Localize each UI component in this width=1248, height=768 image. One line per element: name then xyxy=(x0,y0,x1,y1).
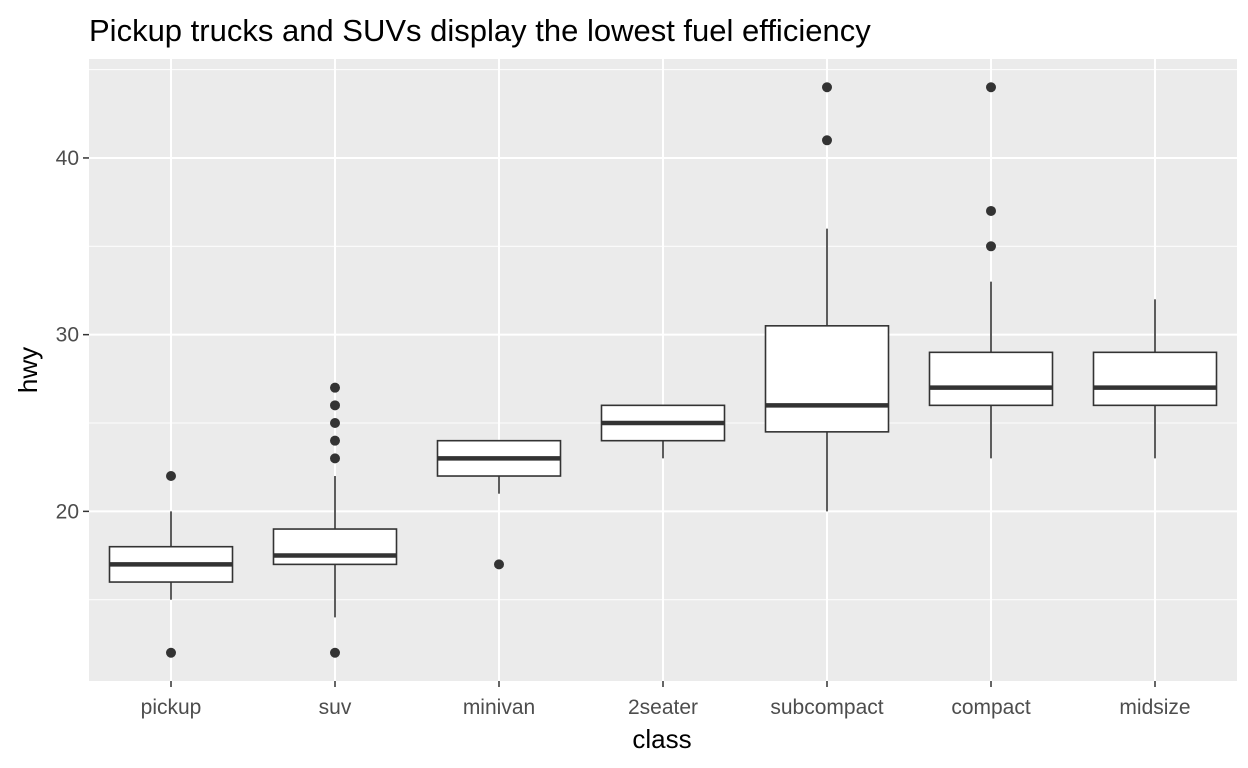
outlier-point xyxy=(330,382,340,393)
x-tick-label: pickup xyxy=(141,696,202,719)
box-minivan xyxy=(436,439,562,570)
outlier-point xyxy=(166,647,176,658)
x-tick-label: midsize xyxy=(1119,696,1190,719)
box-iqr xyxy=(1092,351,1218,407)
x-tick-label: subcompact xyxy=(770,696,883,719)
outlier-point xyxy=(986,82,996,93)
box-suv xyxy=(272,382,398,658)
x-axis: pickup suv minivan 2seater subcompact compact… xyxy=(141,681,1191,719)
box-iqr xyxy=(764,325,890,433)
box-midsize xyxy=(1092,299,1218,459)
outlier-point xyxy=(330,647,340,658)
y-axis-title: hwy xyxy=(13,347,43,393)
y-tick-label: 40 xyxy=(56,147,79,170)
x-tick-label: 2seater xyxy=(628,696,698,719)
box-iqr xyxy=(928,351,1054,407)
x-axis-title: class xyxy=(632,724,691,754)
box-compact xyxy=(928,82,1054,459)
outlier-point xyxy=(330,453,340,464)
box-2seater xyxy=(600,404,726,459)
outlier-point xyxy=(166,471,176,482)
chart-title: Pickup trucks and SUVs display the lowes… xyxy=(89,13,871,48)
x-tick-label: compact xyxy=(951,696,1031,719)
x-tick-label: suv xyxy=(319,696,352,719)
y-tick-label: 30 xyxy=(56,324,79,347)
x-tick-label: minivan xyxy=(463,696,535,719)
outlier-point xyxy=(822,82,832,93)
outlier-point xyxy=(330,418,340,429)
outlier-point xyxy=(330,435,340,446)
outlier-point xyxy=(986,241,996,252)
outlier-point xyxy=(986,205,996,216)
box-iqr xyxy=(272,528,398,566)
box-subcompact xyxy=(764,82,890,512)
outlier-point xyxy=(822,135,832,146)
y-tick-label: 20 xyxy=(56,500,79,523)
boxes-layer xyxy=(108,82,1218,658)
box-pickup xyxy=(108,471,234,658)
outlier-point xyxy=(494,559,504,570)
outlier-point xyxy=(330,400,340,411)
y-axis: 20 30 40 xyxy=(56,147,89,523)
